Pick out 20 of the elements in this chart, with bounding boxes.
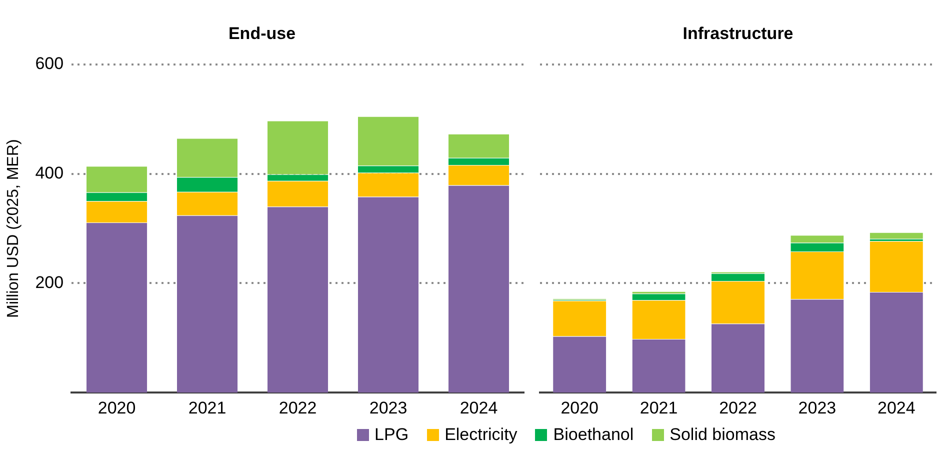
chart-title: Infrastructure bbox=[682, 24, 794, 43]
legend-label: Bioethanol bbox=[553, 425, 634, 445]
x-tick-label: 2022 bbox=[278, 398, 317, 418]
x-tick-label: 2024 bbox=[877, 398, 916, 418]
y-tick-label: 600 bbox=[35, 54, 64, 74]
x-tick-label: 2020 bbox=[98, 398, 136, 418]
x-tick-label: 2022 bbox=[719, 398, 757, 418]
x-tick-label: 2023 bbox=[798, 398, 836, 418]
x-tick-label: 2024 bbox=[460, 398, 498, 418]
x-tick-label: 2021 bbox=[188, 398, 226, 418]
y-tick-label: 200 bbox=[35, 272, 64, 292]
x-tick-label: 2023 bbox=[369, 398, 408, 418]
legend-label: Electricity bbox=[444, 425, 518, 445]
x-tick-label: 2021 bbox=[640, 398, 678, 418]
y-axis-title: Million USD (2025, MER) bbox=[5, 139, 22, 318]
x-tick-label: 2020 bbox=[560, 398, 599, 418]
legend-label: LPG bbox=[374, 425, 409, 445]
legend-label: Solid biomass bbox=[670, 425, 776, 445]
chart-title: End-use bbox=[228, 24, 296, 43]
y-tick-label: 400 bbox=[35, 163, 64, 182]
